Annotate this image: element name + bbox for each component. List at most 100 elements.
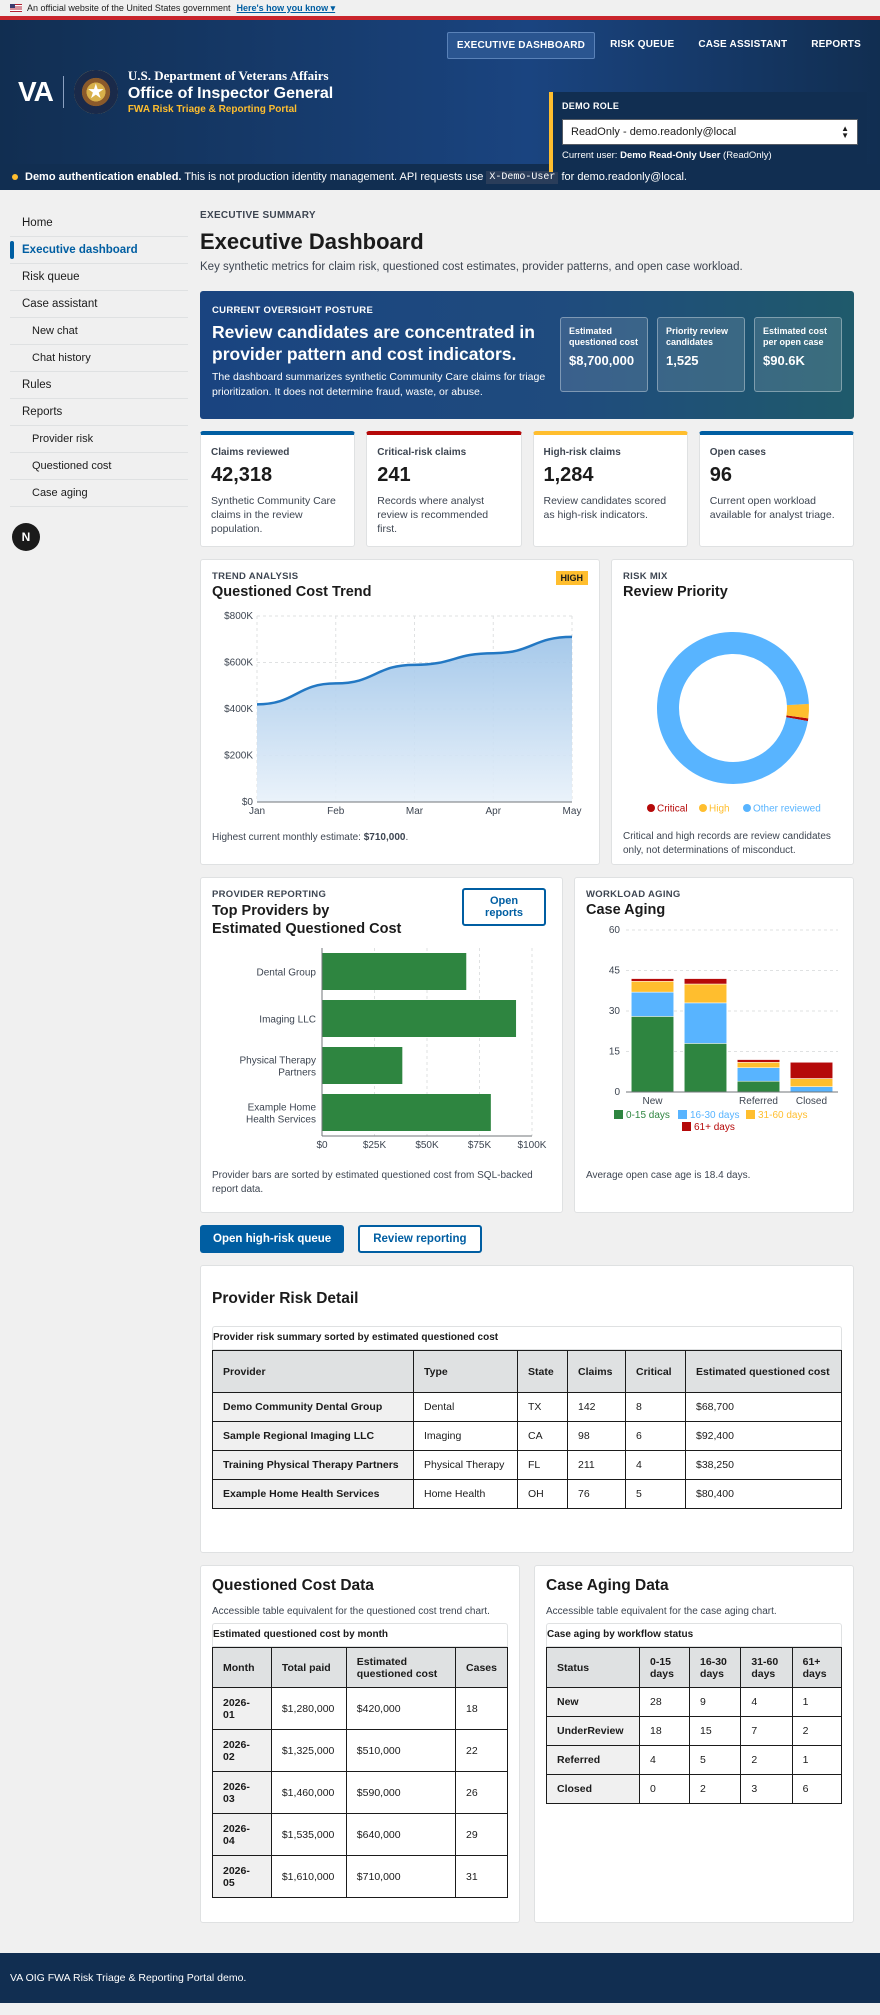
sidebar-item-case-aging[interactable]: Case aging: [10, 480, 188, 507]
col-cases: Cases: [455, 1647, 508, 1688]
open-high-risk-queue-button[interactable]: Open high-risk queue: [200, 1225, 345, 1253]
table-cell: $1,610,000: [270, 1855, 347, 1898]
demo-role-label: DEMO ROLE: [562, 101, 620, 111]
oversight-posture-panel: CURRENT OVERSIGHT POSTURE Review candida…: [200, 291, 854, 419]
table-row: Training Physical Therapy Partners Physic…: [212, 1450, 842, 1480]
table-cell: Home Health: [413, 1479, 518, 1509]
legend-swatch: [614, 1110, 623, 1119]
donut-slice-other-reviewed: [657, 632, 809, 784]
table-cell: 142: [567, 1392, 626, 1422]
legend-label: Other reviewed: [753, 804, 821, 815]
sidebar-item-home[interactable]: Home: [10, 210, 188, 237]
aging-bar-segment: [737, 1062, 780, 1068]
trend-chart: $0 $200K $400K $600K $800K Jan Feb Mar Apr May: [224, 611, 581, 817]
table-cell: TX: [517, 1392, 568, 1422]
review-reporting-button[interactable]: Review reporting: [358, 1225, 482, 1253]
col-31-60: 31-60 days: [740, 1647, 793, 1688]
site-footer: VA OIG FWA Risk Triage & Reporting Porta…: [0, 1953, 880, 2003]
open-reports-button[interactable]: Open reports: [462, 888, 546, 926]
main-content: EXECUTIVE SUMMARY Executive Dashboard Ke…: [200, 210, 854, 1953]
legend-swatch: [647, 804, 655, 812]
sidebar-item-provider-risk[interactable]: Provider risk: [10, 426, 188, 453]
posture-stat-questioned-cost: Estimated questioned cost $8,700,000: [560, 317, 648, 392]
trend-note-suffix: .: [405, 832, 409, 843]
floating-n-button[interactable]: N: [12, 523, 40, 551]
table-cell: 4: [625, 1450, 686, 1480]
risk-mix-kicker: RISK MIX: [623, 571, 668, 582]
current-user-name: Demo Read-Only User: [620, 150, 721, 161]
col-state: State: [517, 1350, 568, 1393]
table-cell: 7: [740, 1716, 793, 1746]
demo-role-selected: ReadOnly - demo.readonly@local: [571, 126, 737, 138]
kpi-label: Open cases: [709, 447, 766, 458]
heres-how-you-know-link[interactable]: Here's how you know ▾: [236, 2, 336, 13]
provider-label-line: Health Services: [246, 1115, 316, 1126]
table-cell: $1,460,000: [270, 1771, 347, 1814]
table-cell: 98: [567, 1421, 626, 1451]
warning-dot-icon: [12, 174, 18, 180]
legend-label: Critical: [657, 804, 688, 815]
x-tick-label: Referred: [739, 1096, 778, 1107]
kpi-value: 42,318: [211, 464, 273, 486]
table-cell: 22: [455, 1729, 508, 1772]
legend-label: 31-60 days: [758, 1110, 807, 1121]
trend-note: Highest current monthly estimate: $710,0…: [212, 831, 588, 845]
nav-reports[interactable]: REPORTS: [811, 39, 861, 50]
review-priority-donut: Critical High Other reviewed: [647, 632, 821, 815]
table-cell: 15: [689, 1716, 742, 1746]
stat-label: Priority review candidates: [666, 326, 729, 347]
demo-role-select[interactable]: ReadOnly - demo.readonly@local ▲ ▼: [562, 119, 858, 145]
table-cell: $92,400: [685, 1421, 842, 1451]
table-row: Example Home Health Services Home Health O…: [212, 1479, 842, 1509]
auth-banner-code: X-Demo-User: [486, 170, 559, 184]
legend-swatch: [743, 804, 751, 812]
cost-table-caption: Estimated questioned cost by month: [212, 1623, 508, 1647]
nav-executive-dashboard[interactable]: EXECUTIVE DASHBOARD: [446, 32, 596, 59]
kpi-label: Critical-risk claims: [377, 447, 467, 458]
provider-bar: [322, 1047, 403, 1084]
sidebar-item-rules[interactable]: Rules: [10, 372, 188, 399]
col-provider: Provider: [212, 1350, 414, 1393]
sidebar-item-risk-queue[interactable]: Risk queue: [10, 264, 188, 291]
oig-seal-icon: ★: [73, 69, 118, 114]
brand[interactable]: VA ★ U.S. Department of Veterans Affairs…: [18, 68, 333, 115]
questioned-cost-data-panel: Questioned Cost Data Accessible table eq…: [200, 1565, 520, 1923]
sidebar-item-new-chat[interactable]: New chat: [10, 318, 188, 345]
table-cell: $68,700: [685, 1392, 842, 1422]
posture-stat-cost-per-case: Estimated cost per open case $90.6K: [754, 317, 842, 392]
table-cell: Training Physical Therapy Partners: [212, 1450, 414, 1480]
legend-label: 16-30 days: [690, 1110, 739, 1121]
table-cell: $590,000: [345, 1771, 457, 1814]
top-providers-chart: $0 $25K $50K $75K $100K Dental Group Imaging L…: [239, 948, 547, 1151]
sidebar-item-reports[interactable]: Reports: [10, 399, 188, 426]
trend-line: [256, 635, 573, 706]
table-cell: 28: [638, 1687, 691, 1717]
sidebar-item-questioned-cost[interactable]: Questioned cost: [10, 453, 188, 480]
provider-label: Physical Therapy Partners: [239, 1056, 316, 1079]
sidebar-item-executive-dashboard[interactable]: Executive dashboard: [10, 237, 188, 264]
table-cell: 0: [638, 1774, 691, 1804]
provider-risk-detail-panel: Provider Risk Detail Provider risk summa…: [200, 1265, 854, 1553]
current-user-prefix: Current user:: [562, 150, 618, 161]
y-tick-label: $800K: [224, 611, 253, 622]
nav-case-assistant[interactable]: CASE ASSISTANT: [698, 39, 788, 50]
aging-note: Average open case age is 18.4 days.: [586, 1170, 751, 1181]
trend-panel: TREND ANALYSIS Questioned Cost Trend HIG…: [200, 559, 600, 865]
kpi-card-open-cases: Open cases 96 Current open workload avai…: [698, 431, 854, 547]
x-tick-label: Apr: [485, 806, 501, 817]
sidebar-item-case-assistant[interactable]: Case assistant: [10, 291, 188, 318]
risk-mix-note: Critical and high records are review can…: [623, 831, 831, 856]
table-header-row: Provider Type State Claims Critical Esti…: [212, 1350, 842, 1393]
sidebar-item-chat-history[interactable]: Chat history: [10, 345, 188, 372]
nav-risk-queue[interactable]: RISK QUEUE: [610, 39, 675, 50]
table-cell: $640,000: [345, 1813, 457, 1856]
table-cell: 29: [455, 1813, 508, 1856]
provider-label: Imaging LLC: [259, 1015, 316, 1026]
col-total-paid: Total paid: [270, 1647, 347, 1688]
aging-bar-segment: [631, 981, 674, 993]
aging-bar-segment: [737, 1067, 780, 1082]
provider-risk-table: Provider Type State Claims Critical Esti…: [212, 1350, 842, 1509]
table-cell: 8: [625, 1392, 686, 1422]
table-cell: $1,325,000: [270, 1729, 347, 1772]
select-arrows-icon: ▲ ▼: [841, 124, 849, 140]
